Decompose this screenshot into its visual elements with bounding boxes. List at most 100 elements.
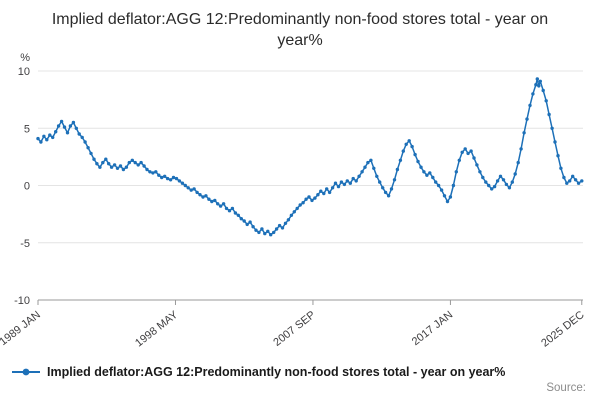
data-point-marker xyxy=(130,158,134,163)
data-point-marker xyxy=(401,149,405,154)
data-point-marker xyxy=(525,117,529,122)
data-point-marker xyxy=(448,195,453,199)
data-point-marker xyxy=(62,125,67,130)
y-axis-tick-label: 0 xyxy=(24,181,30,193)
data-point-marker xyxy=(522,131,526,135)
data-point-marker xyxy=(239,217,243,221)
data-point-marker xyxy=(537,84,541,88)
data-point-marker xyxy=(541,89,545,93)
data-point-marker xyxy=(562,176,566,180)
chart-canvas: 10 5 0 -5 -10% 1989 JAN 1998 MAY 2007 SEP 2017 J… xyxy=(0,53,587,350)
data-point-marker xyxy=(538,79,542,84)
data-point-marker xyxy=(434,180,438,185)
data-point-marker xyxy=(495,179,500,183)
chart-title: Implied deflator:AGG 12:Predominantly no… xyxy=(51,11,549,50)
data-point-marker xyxy=(398,158,403,163)
y-axis-tick-label: -10 xyxy=(14,295,30,307)
data-point-marker xyxy=(189,188,193,193)
data-point-marker xyxy=(269,233,273,237)
y-axis-tick-label: 10 xyxy=(18,66,30,78)
data-point-marker xyxy=(145,168,149,172)
data-point-marker xyxy=(531,92,535,96)
data-point-marker xyxy=(436,184,441,188)
data-point-marker xyxy=(325,187,329,191)
data-point-marker xyxy=(221,202,226,206)
data-point-marker xyxy=(345,179,349,183)
data-point-marker xyxy=(492,185,497,189)
x-axis-tick-label: 2007 SEP xyxy=(271,309,317,349)
data-point-marker xyxy=(428,171,432,175)
data-point-marker xyxy=(366,161,370,165)
data-point-marker xyxy=(101,161,105,165)
data-point-marker xyxy=(304,197,308,202)
data-point-marker xyxy=(372,166,376,171)
data-point-marker xyxy=(363,165,367,170)
data-point-marker xyxy=(498,174,503,179)
data-point-marker xyxy=(45,138,49,142)
data-point-marker xyxy=(204,194,208,198)
y-axis-tick-label: 5 xyxy=(24,123,30,135)
data-point-marker xyxy=(336,185,341,189)
data-point-marker xyxy=(510,180,514,185)
data-point-marker xyxy=(216,202,220,206)
data-point-marker xyxy=(410,145,414,149)
data-point-marker xyxy=(307,195,311,199)
data-point-marker xyxy=(109,165,114,170)
data-point-marker xyxy=(233,211,238,215)
data-point-marker xyxy=(369,158,373,163)
data-point-marker xyxy=(375,174,379,179)
data-point-marker xyxy=(313,196,317,201)
data-point-marker xyxy=(383,190,388,195)
data-point-marker xyxy=(451,184,456,188)
data-point-marker xyxy=(277,224,282,228)
data-point-marker xyxy=(472,156,476,160)
data-point-marker xyxy=(157,173,161,178)
data-point-marker xyxy=(295,206,299,211)
data-point-marker xyxy=(360,170,364,174)
data-point-marker xyxy=(348,181,352,186)
data-point-marker xyxy=(168,178,173,182)
data-point-marker xyxy=(274,227,279,231)
data-point-marker xyxy=(413,153,417,157)
data-point-marker xyxy=(286,218,291,222)
data-point-marker xyxy=(36,137,40,141)
data-point-marker xyxy=(490,187,494,191)
x-axis-tick-label: 1998 MAY xyxy=(133,309,181,350)
data-point-marker xyxy=(519,147,523,151)
data-point-marker xyxy=(513,172,517,176)
data-point-marker xyxy=(42,134,46,139)
data-point-marker xyxy=(378,180,382,185)
data-point-marker xyxy=(466,151,470,156)
data-point-marker xyxy=(439,188,444,193)
data-point-marker xyxy=(154,170,158,174)
data-point-marker xyxy=(357,174,361,179)
data-point-marker xyxy=(98,165,102,170)
data-point-marker xyxy=(59,119,64,124)
data-point-marker xyxy=(174,177,179,181)
data-point-marker xyxy=(419,165,423,170)
data-point-marker xyxy=(195,190,199,195)
data-point-marker xyxy=(463,147,467,151)
legend-series-marker-icon[interactable] xyxy=(12,367,40,377)
data-point-marker xyxy=(407,139,411,143)
data-point-marker xyxy=(245,222,249,227)
data-point-marker xyxy=(266,229,270,234)
data-point-marker xyxy=(89,151,93,156)
data-point-marker xyxy=(550,126,554,131)
data-point-marker xyxy=(121,168,126,172)
data-point-marker xyxy=(127,161,131,165)
x-axis-tick-label: 1989 JAN xyxy=(0,309,43,348)
data-point-marker xyxy=(487,184,491,188)
y-axis-tick-label: -5 xyxy=(20,238,30,250)
data-point-marker xyxy=(280,226,285,230)
data-point-marker xyxy=(207,197,211,202)
data-point-marker xyxy=(112,163,117,167)
data-point-marker xyxy=(310,198,314,203)
legend-series-label[interactable]: Implied deflator:AGG 12:Predominantly no… xyxy=(47,365,506,380)
data-point-marker xyxy=(51,135,55,140)
data-point-marker xyxy=(478,170,482,174)
data-point-marker xyxy=(445,200,450,204)
data-point-marker xyxy=(351,177,355,181)
data-point-marker xyxy=(198,193,202,197)
series-line xyxy=(37,78,583,236)
